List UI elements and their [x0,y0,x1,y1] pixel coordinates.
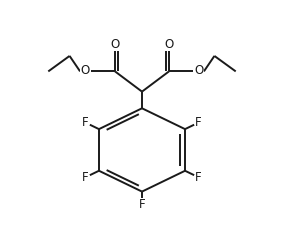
Text: F: F [195,116,202,129]
Text: O: O [110,38,120,51]
Text: O: O [80,64,89,77]
Text: F: F [139,198,145,211]
Text: F: F [195,171,202,184]
Text: O: O [195,64,204,77]
Text: F: F [82,171,89,184]
Text: F: F [82,116,89,129]
Text: O: O [164,38,174,51]
